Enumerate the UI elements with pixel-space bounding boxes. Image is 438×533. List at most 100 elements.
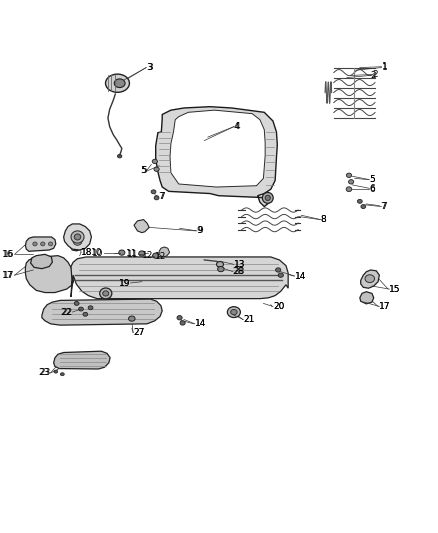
Text: 5: 5 [369, 175, 375, 184]
Ellipse shape [154, 196, 159, 200]
Text: 11: 11 [126, 249, 138, 258]
Text: 5: 5 [141, 166, 147, 175]
Text: 15: 15 [389, 285, 401, 294]
Ellipse shape [153, 253, 159, 259]
Polygon shape [155, 107, 277, 207]
Text: 27: 27 [133, 328, 145, 337]
Text: 2: 2 [373, 70, 378, 79]
Text: 7: 7 [381, 202, 387, 211]
Text: 17: 17 [3, 271, 14, 280]
Text: 9: 9 [197, 227, 203, 236]
Text: 18: 18 [81, 248, 92, 257]
Polygon shape [70, 232, 85, 251]
Ellipse shape [346, 173, 352, 177]
Text: 17: 17 [2, 271, 14, 280]
Text: 7: 7 [159, 192, 165, 200]
Ellipse shape [216, 262, 223, 267]
Ellipse shape [231, 310, 237, 314]
Ellipse shape [361, 205, 366, 208]
Text: 1: 1 [381, 63, 387, 72]
Text: 8: 8 [321, 215, 326, 224]
Ellipse shape [106, 74, 129, 92]
Text: 10: 10 [92, 249, 103, 258]
Ellipse shape [177, 316, 182, 320]
Text: 5: 5 [369, 175, 375, 184]
Ellipse shape [278, 273, 283, 277]
Ellipse shape [83, 312, 88, 316]
Text: 7: 7 [381, 202, 386, 211]
Text: 8: 8 [321, 215, 326, 224]
Text: 16: 16 [2, 250, 14, 259]
Polygon shape [71, 257, 288, 298]
Polygon shape [360, 292, 374, 304]
Ellipse shape [151, 190, 156, 194]
Text: 3: 3 [147, 63, 153, 72]
Polygon shape [25, 237, 56, 251]
Ellipse shape [346, 187, 352, 191]
Text: 20: 20 [273, 302, 284, 311]
Text: 12: 12 [142, 251, 154, 260]
Text: 15: 15 [389, 285, 400, 294]
Polygon shape [361, 270, 379, 288]
Text: 4: 4 [234, 122, 240, 131]
Ellipse shape [78, 307, 83, 311]
Polygon shape [64, 224, 92, 250]
Ellipse shape [54, 370, 58, 373]
Ellipse shape [365, 274, 374, 282]
Text: 5: 5 [141, 166, 146, 175]
Ellipse shape [227, 306, 240, 318]
Polygon shape [53, 351, 110, 369]
Ellipse shape [129, 316, 135, 321]
Text: 13: 13 [234, 260, 245, 269]
Ellipse shape [88, 306, 93, 310]
Ellipse shape [33, 242, 37, 246]
Ellipse shape [71, 231, 84, 243]
Text: 11: 11 [127, 250, 138, 259]
Text: 23: 23 [39, 368, 51, 377]
Text: 6: 6 [369, 184, 375, 193]
Ellipse shape [49, 242, 53, 246]
Ellipse shape [218, 266, 224, 272]
Ellipse shape [103, 291, 109, 296]
Ellipse shape [180, 321, 185, 325]
Ellipse shape [74, 234, 81, 240]
Text: 14: 14 [195, 319, 206, 328]
Text: 27: 27 [133, 328, 145, 337]
Text: 13: 13 [234, 260, 245, 269]
Text: 6: 6 [369, 185, 375, 193]
Ellipse shape [74, 302, 79, 305]
Text: 22: 22 [61, 308, 72, 317]
Text: 28: 28 [233, 267, 244, 276]
Polygon shape [159, 247, 170, 257]
Text: 2: 2 [371, 71, 376, 80]
Ellipse shape [152, 159, 157, 164]
Ellipse shape [119, 250, 125, 255]
Ellipse shape [41, 242, 45, 246]
Text: 12: 12 [155, 253, 166, 262]
Ellipse shape [100, 288, 112, 299]
Text: 22: 22 [60, 308, 71, 317]
Polygon shape [42, 299, 162, 325]
Text: 21: 21 [244, 315, 255, 324]
Polygon shape [170, 110, 265, 187]
Text: 14: 14 [195, 319, 206, 328]
Text: 21: 21 [244, 315, 255, 324]
Polygon shape [134, 220, 149, 232]
Ellipse shape [60, 373, 64, 376]
Text: 17: 17 [379, 302, 390, 311]
Text: 17: 17 [379, 302, 391, 311]
Text: 18: 18 [81, 248, 92, 257]
Ellipse shape [357, 199, 362, 203]
Polygon shape [31, 254, 52, 269]
Text: 4: 4 [235, 122, 240, 131]
Text: 7: 7 [158, 192, 164, 200]
Text: 9: 9 [197, 227, 202, 236]
Ellipse shape [73, 237, 82, 245]
Text: 3: 3 [146, 63, 152, 72]
Ellipse shape [114, 79, 125, 87]
Text: 28: 28 [233, 267, 244, 276]
Ellipse shape [117, 155, 122, 158]
Text: 20: 20 [273, 302, 284, 311]
Text: 14: 14 [295, 271, 306, 280]
Ellipse shape [262, 192, 273, 203]
